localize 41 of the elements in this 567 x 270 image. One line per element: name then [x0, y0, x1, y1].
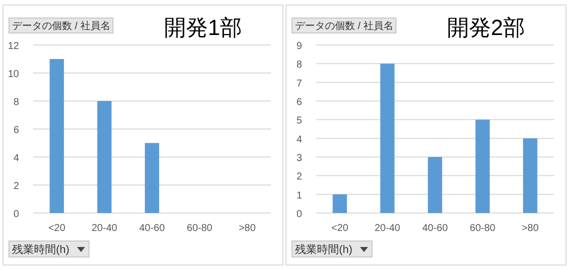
x-axis-title: 残業時間(h) [12, 243, 70, 256]
bar [380, 64, 395, 213]
bar [50, 59, 64, 213]
bar [144, 143, 160, 213]
x-tick-label: >80 [522, 223, 540, 234]
x-tick-label: 60-80 [186, 223, 213, 234]
text: データの個数 / 社員名 [295, 20, 394, 32]
y-tick-label: 1 [296, 190, 302, 202]
x-tick-label: <20 [48, 223, 66, 234]
x-tick-label: 20-40 [374, 223, 401, 234]
x-tick-label: 40-60 [139, 223, 166, 234]
y-tick-label: 4 [296, 134, 302, 146]
bar [428, 157, 442, 213]
y-tick-label: 2 [296, 172, 302, 183]
y-tick-label: 10 [8, 69, 20, 80]
y-tick-label: 4 [13, 153, 20, 164]
x-tick-label: 20-40 [92, 223, 118, 234]
y-tick-label: 12 [8, 41, 20, 52]
y-tick-label: 8 [296, 60, 302, 71]
x-tick-label: >80 [238, 223, 256, 234]
chart-title: 開発2部 [446, 15, 526, 40]
y-tick-label: 5 [296, 116, 302, 127]
bar [523, 138, 538, 213]
x-tick-label: 40-60 [422, 223, 448, 234]
x-tick-label: 60-80 [470, 223, 496, 234]
y-tick-label: 9 [296, 41, 302, 52]
bar [97, 101, 112, 213]
y-tick-label: 8 [13, 97, 20, 108]
x-tick-label: <20 [331, 223, 349, 234]
text: データの個数 / 社員名 [12, 20, 110, 32]
chart-title: 開発1部 [164, 15, 242, 40]
y-tick-label: 7 [296, 78, 302, 90]
y-tick-label: 0 [296, 209, 302, 220]
bar [475, 120, 490, 213]
y-tick-label: 6 [296, 97, 302, 108]
y-tick-label: 2 [13, 181, 20, 192]
bar [332, 194, 347, 213]
x-axis-title: 残業時間(h) [295, 243, 352, 256]
y-tick-label: 6 [13, 125, 20, 136]
y-tick-label: 0 [13, 209, 20, 220]
y-tick-label: 3 [296, 153, 302, 164]
